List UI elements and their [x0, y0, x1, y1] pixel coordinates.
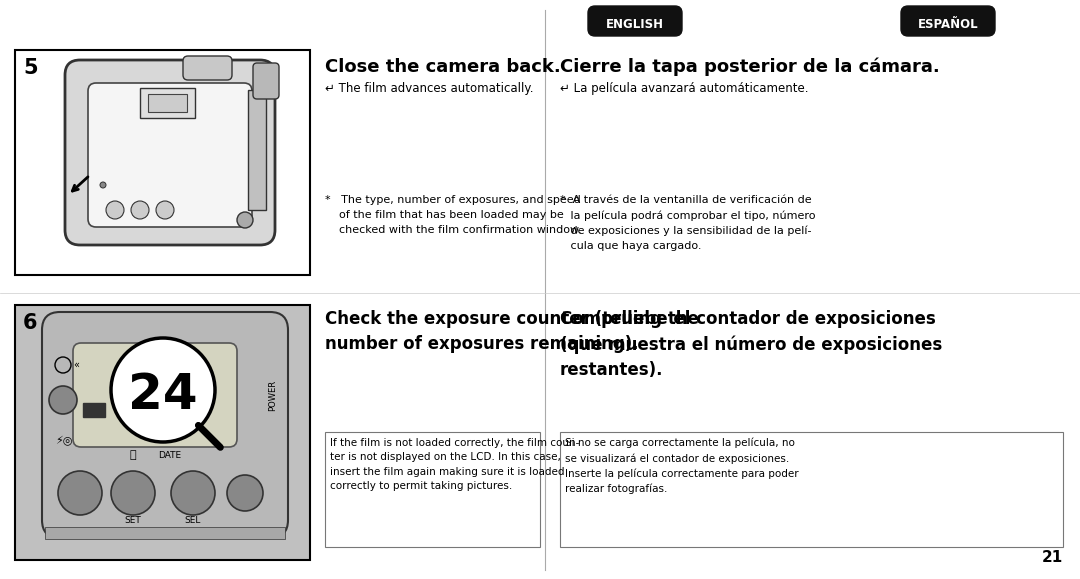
Text: 6: 6: [23, 313, 38, 333]
FancyBboxPatch shape: [65, 60, 275, 245]
Bar: [140, 88, 195, 118]
Text: ENGLISH: ENGLISH: [606, 19, 664, 31]
Text: Cierre la tapa posterior de la cámara.: Cierre la tapa posterior de la cámara.: [561, 58, 940, 76]
Bar: [561, 432, 1063, 547]
Circle shape: [58, 471, 102, 515]
Circle shape: [106, 201, 124, 219]
FancyBboxPatch shape: [588, 6, 681, 36]
Text: Compruebe el contador de exposiciones
(que muestra el número de exposiciones
res: Compruebe el contador de exposiciones (q…: [561, 310, 942, 379]
Text: ⏱: ⏱: [130, 450, 136, 460]
Text: 5: 5: [23, 58, 38, 78]
Text: '0c: '0c: [113, 405, 127, 415]
Text: DATE: DATE: [159, 451, 181, 460]
Circle shape: [131, 201, 149, 219]
Bar: [325, 432, 540, 547]
Bar: [15, 50, 310, 275]
FancyBboxPatch shape: [253, 63, 279, 99]
Text: *  A través de la ventanilla de verificación de
   la película podrá comprobar e: * A través de la ventanilla de verificac…: [561, 195, 815, 251]
Circle shape: [171, 471, 215, 515]
Circle shape: [156, 201, 174, 219]
Text: Close the camera back.: Close the camera back.: [325, 58, 561, 76]
FancyBboxPatch shape: [73, 343, 237, 447]
Bar: [45, 527, 285, 539]
Circle shape: [49, 386, 77, 414]
Text: Check the exposure counter (telling the
number of exposures remaining).: Check the exposure counter (telling the …: [325, 310, 699, 353]
Text: ↵ The film advances automatically.: ↵ The film advances automatically.: [325, 82, 534, 95]
Text: «: «: [73, 360, 79, 370]
Text: *   The type, number of exposures, and speed
    of the film that has been loade: * The type, number of exposures, and spe…: [325, 195, 582, 234]
Text: POWER: POWER: [268, 379, 276, 411]
Bar: [83, 403, 105, 417]
Text: If the film is not loaded correctly, the film coun-
ter is not displayed on the : If the film is not loaded correctly, the…: [330, 438, 579, 491]
Text: ↵ La película avanzará automáticamente.: ↵ La película avanzará automáticamente.: [561, 82, 809, 95]
Circle shape: [111, 338, 215, 442]
Text: 24: 24: [129, 371, 198, 419]
Circle shape: [100, 182, 106, 188]
FancyBboxPatch shape: [42, 312, 288, 538]
Circle shape: [227, 475, 264, 511]
Bar: [148, 94, 187, 112]
Bar: [15, 305, 310, 560]
Text: SET: SET: [124, 516, 141, 525]
Bar: [248, 90, 266, 210]
Text: Si no se carga correctamente la película, no
se visualizará el contador de expos: Si no se carga correctamente la película…: [565, 438, 798, 494]
Circle shape: [237, 212, 253, 228]
Text: c c u: c c u: [140, 405, 160, 414]
Text: 21: 21: [1042, 550, 1063, 565]
FancyBboxPatch shape: [183, 56, 232, 80]
Text: ESPAÑOL: ESPAÑOL: [918, 19, 978, 31]
FancyBboxPatch shape: [901, 6, 995, 36]
Circle shape: [111, 471, 156, 515]
FancyBboxPatch shape: [87, 83, 252, 227]
Text: ⚡◎: ⚡◎: [55, 435, 72, 445]
Text: SEL: SEL: [185, 516, 201, 525]
